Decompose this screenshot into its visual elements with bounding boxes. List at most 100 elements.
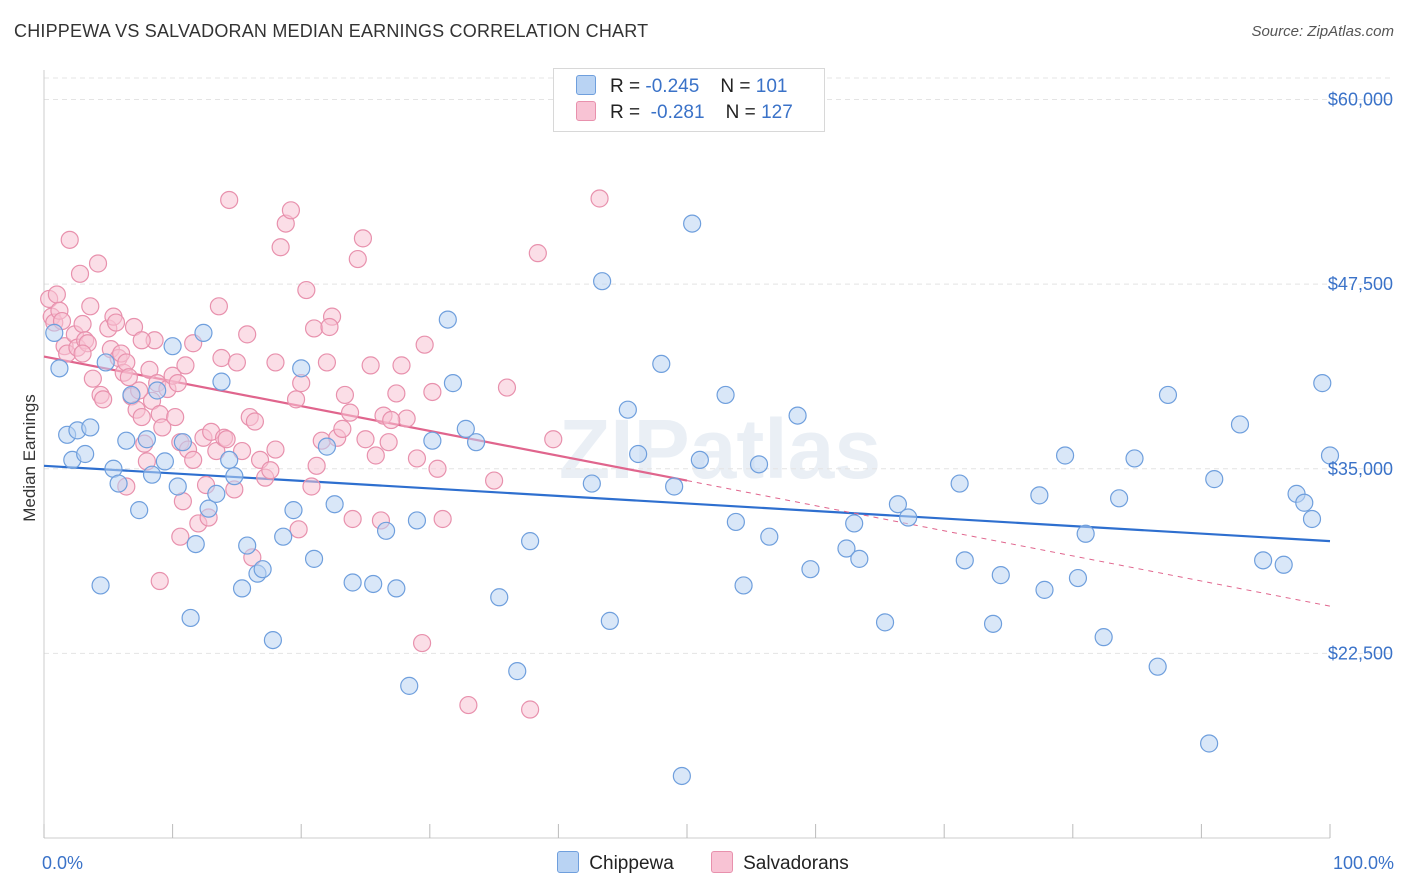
chippewa-point <box>109 474 128 493</box>
salvadoran-point <box>528 244 547 263</box>
chippewa-point <box>325 495 344 514</box>
salvadoran-point <box>119 368 138 387</box>
salvadoran-point <box>297 280 316 300</box>
chippewa-point <box>364 574 383 594</box>
chippewa-point <box>490 588 509 607</box>
chippewa-point <box>845 514 864 533</box>
salvadoran-point <box>238 325 257 344</box>
chippewa-point <box>1109 489 1129 508</box>
chippewa-point <box>801 560 820 579</box>
chippewa-point <box>1076 524 1095 543</box>
salvadoran-point <box>392 356 411 375</box>
chippewa-point <box>168 477 187 496</box>
salvadoran-point <box>433 509 452 529</box>
salvadoran-point <box>415 335 434 354</box>
chippewa-point <box>1030 486 1049 505</box>
salvadoran-point <box>232 441 252 461</box>
legend-label-chippewa: Chippewa <box>589 853 674 874</box>
chippewa-point <box>76 444 95 464</box>
chippewa-point <box>665 477 684 496</box>
salvadoran-point <box>132 331 151 350</box>
salvadoran-point <box>366 446 385 465</box>
chippewa-point <box>875 613 895 632</box>
salvadoran-point <box>353 229 373 248</box>
chippewa-point <box>186 534 205 554</box>
chippewa-point <box>238 536 257 555</box>
chippewa-point <box>96 353 115 372</box>
chippewa-point <box>1055 446 1075 465</box>
chippewa-point <box>1302 509 1322 529</box>
chippewa-point <box>130 501 149 520</box>
salvadoran-point <box>412 633 432 653</box>
salvadoran-point <box>271 238 290 257</box>
salvadoran-point <box>361 356 380 375</box>
y-tick-label: $22,500 <box>1328 643 1393 663</box>
salvadoran-point <box>245 412 265 431</box>
salvadoran-point <box>47 285 66 304</box>
chippewa-point <box>683 214 702 233</box>
salvadoran-point <box>317 353 337 372</box>
chippewa-point <box>443 374 463 393</box>
salvadoran-point <box>459 695 478 715</box>
salvadoran-point <box>497 378 517 397</box>
chippewa-point <box>1313 374 1332 393</box>
chippewa-point <box>376 521 396 540</box>
salvadoran-point <box>153 418 172 437</box>
chippewa-point <box>1068 568 1088 588</box>
salvadoran-point <box>281 201 301 220</box>
salvadoran-point <box>302 477 321 496</box>
chippewa-point <box>142 465 162 484</box>
y-axis-label: Median Earnings <box>20 394 39 522</box>
chippewa-point <box>629 444 648 464</box>
chippewa-point <box>50 359 69 378</box>
chippewa-point <box>148 381 167 400</box>
salvadoran-point <box>266 440 285 459</box>
chippewa-point <box>317 437 337 456</box>
chippewa-point <box>899 508 918 527</box>
salvadoran-point <box>348 249 367 269</box>
salvadoran-point <box>117 353 136 372</box>
salvadoran-point <box>212 348 231 368</box>
chippewa-point <box>304 549 324 568</box>
salvadoran-point <box>70 264 90 283</box>
chippewa-point <box>423 431 442 450</box>
chart-title: CHIPPEWA VS SALVADORAN MEDIAN EARNINGS C… <box>14 21 649 41</box>
chippewa-point <box>521 532 540 551</box>
r-value-salvadorans: -0.281 <box>650 102 705 123</box>
chippewa-point <box>343 573 362 592</box>
salvadoran-point <box>521 700 540 719</box>
salvadoran-point <box>356 430 375 449</box>
chippewa-point <box>45 323 64 342</box>
chippewa-point <box>1125 449 1144 468</box>
chippewa-point <box>1158 385 1178 405</box>
legend-row-chippewa: R = -0.245 N = 101 <box>576 75 787 101</box>
blue-swatch-icon <box>576 75 596 95</box>
chippewa-point <box>850 549 869 568</box>
salvadoran-point <box>382 410 401 430</box>
salvadoran-point <box>590 189 609 208</box>
y-tick-label: $35,000 <box>1328 459 1393 479</box>
source-label: Source: ZipAtlas.com <box>1251 23 1394 40</box>
salvadoran-point <box>289 520 308 539</box>
chippewa-point <box>652 354 671 374</box>
salvadoran-point <box>333 419 352 438</box>
chippewa-point <box>220 450 239 470</box>
y-tick-label: $60,000 <box>1328 90 1393 110</box>
chippewa-point <box>81 418 100 437</box>
chippewa-point <box>690 450 709 470</box>
chippewa-point <box>232 579 252 598</box>
chippewa-point <box>117 431 136 450</box>
salvadoran-point <box>343 509 362 529</box>
x-tick-label: 100.0% <box>1333 853 1394 873</box>
chippewa-point <box>163 337 182 356</box>
chippewa-point <box>137 430 156 449</box>
salvadoran-point <box>168 374 187 393</box>
salvadoran-point <box>73 314 92 334</box>
chippewa-point <box>207 484 226 503</box>
chippewa-point <box>600 611 619 630</box>
chippewa-point <box>950 474 969 493</box>
salvadoran-point <box>397 409 416 428</box>
chippewa-point <box>292 359 311 378</box>
salvadoran-point <box>261 461 280 480</box>
